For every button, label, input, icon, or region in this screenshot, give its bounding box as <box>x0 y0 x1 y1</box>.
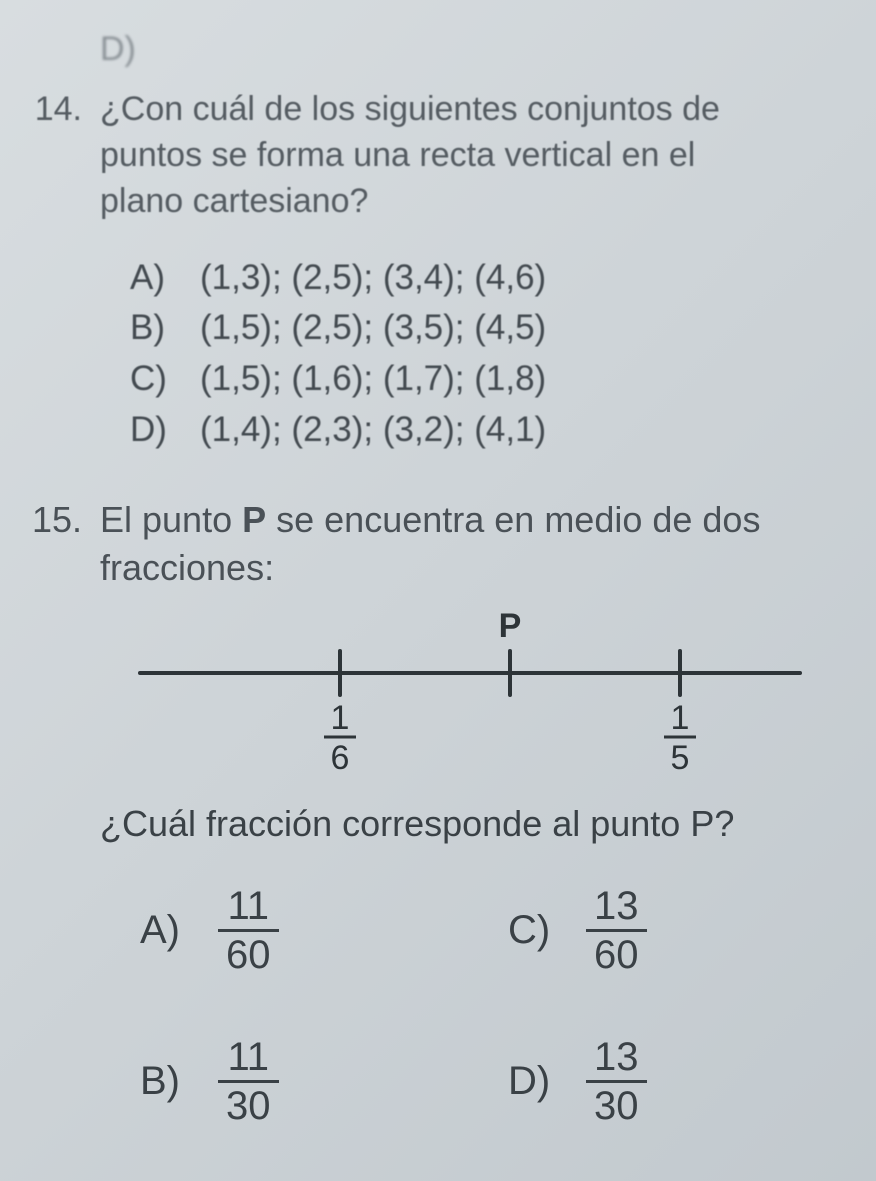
option-letter: C) <box>130 354 178 405</box>
q14-text: ¿Con cuál de los siguientes conjuntos de… <box>100 87 836 225</box>
q14-line1: ¿Con cuál de los siguientes conjuntos de <box>100 87 836 133</box>
svg-text:1: 1 <box>671 699 690 737</box>
q14-stem: 14. ¿Con cuál de los siguientes conjunto… <box>30 87 836 225</box>
fraction-denominator: 30 <box>586 1080 647 1127</box>
q15-line1-post: se encuentra en medio de dos <box>266 499 760 540</box>
q15-number: 15. <box>30 496 82 593</box>
option-letter: D) <box>508 1059 558 1104</box>
option-text: (1,4); (2,3); (3,2); (4,1) <box>200 405 546 456</box>
svg-text:6: 6 <box>331 739 350 773</box>
partial-option-d: D) <box>100 30 836 69</box>
svg-text:5: 5 <box>671 739 690 773</box>
fraction: 11 30 <box>218 1036 279 1127</box>
q15-options: A) 11 60 C) 13 60 B) 11 30 D) 13 30 <box>140 885 836 1127</box>
numberline-diagram: P1615 <box>130 603 776 773</box>
q15-text: El punto P se encuentra en medio de dos … <box>100 496 836 593</box>
fraction-numerator: 11 <box>219 885 277 929</box>
fraction-numerator: 13 <box>586 885 647 929</box>
fraction: 13 60 <box>586 885 647 976</box>
q14-line3: plano cartesiano? <box>100 179 836 225</box>
option-text: (1,5); (2,5); (3,5); (4,5) <box>200 303 546 354</box>
q15-sub-question: ¿Cuál fracción corresponde al punto P? <box>100 803 836 845</box>
svg-text:P: P <box>499 607 522 645</box>
numberline-svg: P1615 <box>130 603 810 773</box>
option-text: (1,3); (2,5); (3,4); (4,6) <box>200 253 546 304</box>
q15-option-c: C) 13 60 <box>508 885 836 976</box>
fraction-denominator: 30 <box>218 1080 279 1127</box>
q14-option-a: A) (1,3); (2,5); (3,4); (4,6) <box>130 253 836 304</box>
fraction: 11 60 <box>218 885 279 976</box>
fraction-denominator: 60 <box>586 929 647 976</box>
fraction: 13 30 <box>586 1036 647 1127</box>
q14-option-d: D) (1,4); (2,3); (3,2); (4,1) <box>130 405 836 456</box>
option-text: (1,5); (1,6); (1,7); (1,8) <box>200 354 546 405</box>
q15-option-b: B) 11 30 <box>140 1036 468 1127</box>
fraction-denominator: 60 <box>218 929 279 976</box>
q15-bold-p: P <box>242 499 266 540</box>
option-letter: B) <box>140 1059 190 1104</box>
option-letter: A) <box>130 253 178 304</box>
q14-number: 14. <box>30 87 82 225</box>
option-letter: D) <box>130 405 178 456</box>
question-14: 14. ¿Con cuál de los siguientes conjunto… <box>30 87 836 456</box>
svg-text:1: 1 <box>331 699 350 737</box>
option-letter: C) <box>508 908 558 953</box>
q15-stem: 15. El punto P se encuentra en medio de … <box>30 496 836 593</box>
fraction-numerator: 11 <box>219 1036 277 1080</box>
q15-option-a: A) 11 60 <box>140 885 468 976</box>
q15-line1: El punto P se encuentra en medio de dos <box>100 496 836 545</box>
question-15: 15. El punto P se encuentra en medio de … <box>30 496 836 1127</box>
q15-line1-pre: El punto <box>100 499 242 540</box>
q15-option-d: D) 13 30 <box>508 1036 836 1127</box>
q15-line2: fracciones: <box>100 544 836 593</box>
option-letter: B) <box>130 303 178 354</box>
q14-options: A) (1,3); (2,5); (3,4); (4,6) B) (1,5); … <box>130 253 836 456</box>
fraction-numerator: 13 <box>586 1036 647 1080</box>
option-letter: A) <box>140 908 190 953</box>
q14-line2: puntos se forma una recta vertical en el <box>100 133 836 179</box>
q14-option-c: C) (1,5); (1,6); (1,7); (1,8) <box>130 354 836 405</box>
q14-option-b: B) (1,5); (2,5); (3,5); (4,5) <box>130 303 836 354</box>
